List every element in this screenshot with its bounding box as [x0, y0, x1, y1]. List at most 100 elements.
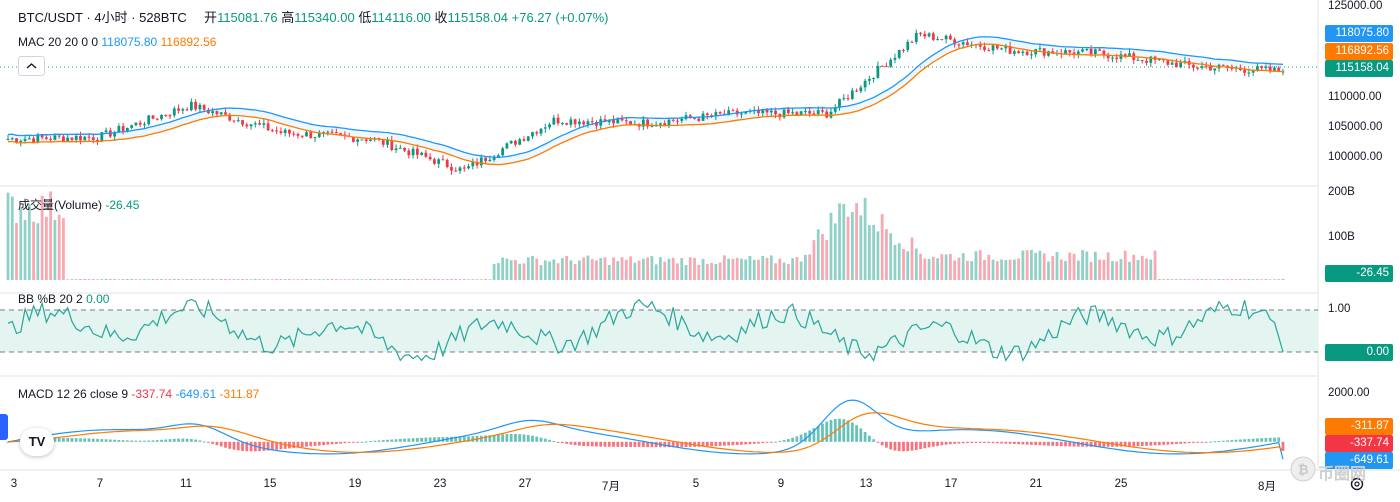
volume-bar	[322, 279, 325, 280]
candle-body	[1038, 48, 1042, 50]
volume-bar	[1059, 259, 1063, 280]
volume-bar	[1064, 260, 1067, 280]
candle-body	[1136, 59, 1140, 61]
candle-body	[961, 42, 965, 45]
time-tick: 15	[263, 478, 277, 490]
volume-bar	[130, 279, 134, 280]
macd-histogram-bar	[228, 441, 232, 449]
macd-histogram-bar	[599, 441, 603, 447]
macd-histogram-bar	[1034, 441, 1038, 446]
candle-body	[902, 50, 905, 52]
volume-bar	[313, 279, 317, 280]
volume-bar	[1247, 279, 1251, 280]
candle-body	[369, 139, 372, 141]
macd-histogram-bar	[279, 441, 283, 450]
macd-histogram-bar	[147, 440, 151, 442]
macd-histogram-bar	[143, 440, 146, 442]
candle-body	[761, 109, 765, 114]
candle-body	[484, 157, 487, 162]
macd-histogram-bar	[194, 439, 198, 442]
mac-legend[interactable]: MAC 20 20 0 0 118075.80 116892.56	[18, 35, 216, 49]
symbol-title[interactable]: BTC/USDT · 4小时 · 528BTC	[18, 10, 187, 25]
macd-histogram-bar	[373, 440, 377, 442]
macd-histogram-bar	[829, 420, 833, 442]
volume-bar	[300, 279, 304, 280]
volume-bar	[927, 258, 931, 280]
macd-histogram-bar	[1025, 441, 1029, 445]
volume-bar	[356, 279, 360, 280]
volume-bar	[863, 197, 867, 280]
tradingview-logo[interactable]: TV	[20, 428, 54, 456]
macd-histogram-bar	[885, 441, 888, 448]
candle-body	[96, 139, 99, 141]
volume-bar	[424, 278, 428, 280]
macd-histogram-bar	[906, 441, 910, 452]
time-tick: 11	[180, 478, 192, 490]
macd-pane[interactable]	[6, 399, 1285, 460]
macd-histogram-bar	[595, 441, 598, 447]
candle-body	[1008, 46, 1012, 54]
candle-body	[390, 140, 394, 151]
macd-histogram-bar	[607, 441, 611, 447]
volume-bar	[207, 279, 210, 280]
bb-legend[interactable]: BB %B 20 2 0.00	[18, 292, 109, 306]
macd-histogram-bar	[1102, 441, 1106, 447]
macd-legend[interactable]: MACD 12 26 close 9 -337.74 -649.61 -311.…	[18, 387, 259, 401]
volume-bar	[855, 203, 858, 280]
macd-histogram-bar	[6, 441, 10, 443]
volume-bar	[761, 255, 765, 280]
candle-body	[1209, 66, 1212, 71]
candle-body	[160, 114, 163, 120]
macd-histogram-bar	[735, 441, 739, 445]
candle-body	[32, 138, 35, 143]
candle-body	[36, 134, 40, 143]
volume-bar	[880, 214, 884, 280]
candle-body	[991, 45, 995, 51]
volume-bar	[1119, 259, 1123, 280]
volume-bar	[96, 279, 99, 280]
volume-bar	[479, 279, 483, 280]
volume-bar	[202, 278, 206, 280]
price-candles[interactable]	[6, 29, 1285, 175]
macd-histogram-bar	[181, 438, 185, 442]
macd-histogram-bar	[428, 437, 432, 442]
volume-bar	[1081, 250, 1084, 280]
settings-gear-icon[interactable]	[1350, 477, 1364, 491]
macd-histogram-bar	[1093, 441, 1097, 447]
macd-histogram-bar	[970, 441, 974, 444]
volume-bar	[484, 278, 487, 280]
volume-bar	[1025, 250, 1029, 280]
candle-body	[411, 148, 415, 156]
collapse-legend-button[interactable]	[18, 56, 45, 76]
macd-histogram-bar	[880, 441, 884, 446]
candle-body	[130, 125, 134, 128]
candle-body	[1145, 60, 1148, 63]
macd-histogram-bar	[369, 441, 372, 443]
volume-bar	[1234, 279, 1238, 280]
macd-histogram-bar	[339, 441, 342, 444]
macd-histogram-bar	[66, 437, 70, 442]
macd-histogram-bar	[748, 441, 752, 445]
volume-bar	[569, 260, 573, 280]
mac-label: MAC 20 20 0 0	[18, 35, 99, 49]
volume-bar	[718, 262, 722, 280]
volume-legend[interactable]: 成交量(Volume) -26.45	[18, 198, 139, 212]
volume-bar	[347, 279, 351, 280]
side-panel-toggle[interactable]	[0, 414, 8, 440]
volume-bar	[245, 279, 249, 280]
volume-bar	[215, 279, 219, 280]
candle-body	[283, 129, 287, 133]
candle-body	[66, 137, 70, 142]
macd-histogram-bar	[377, 440, 381, 442]
volume-bar	[1068, 252, 1072, 280]
macd-histogram-bar	[1149, 441, 1153, 446]
volume-bars[interactable]	[6, 191, 1285, 280]
candle-body	[1047, 51, 1050, 56]
candle-body	[1072, 52, 1076, 55]
candle-body	[1277, 67, 1281, 72]
volume-bar	[126, 278, 129, 280]
macd-histogram-bar	[424, 437, 428, 442]
volume-bar	[1055, 251, 1059, 280]
